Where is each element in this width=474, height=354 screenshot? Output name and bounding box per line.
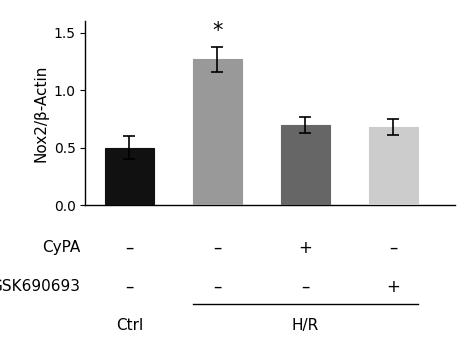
Text: Ctrl: Ctrl	[116, 318, 143, 333]
Text: +: +	[386, 278, 401, 296]
Bar	[369, 127, 418, 205]
Text: +: +	[299, 239, 312, 257]
Text: –: –	[213, 278, 221, 296]
Text: –: –	[389, 239, 398, 257]
Text: *: *	[212, 21, 223, 41]
Bar	[105, 148, 154, 205]
Bar	[281, 125, 329, 205]
Text: H/R: H/R	[292, 318, 319, 333]
Bar	[193, 59, 242, 205]
Y-axis label: Nox2/β-Actin: Nox2/β-Actin	[33, 64, 48, 162]
Text: –: –	[125, 278, 134, 296]
Text: –: –	[301, 278, 310, 296]
Text: –: –	[125, 239, 134, 257]
Text: –: –	[213, 239, 221, 257]
Text: GSK690693: GSK690693	[0, 279, 81, 294]
Text: CyPA: CyPA	[42, 240, 81, 255]
